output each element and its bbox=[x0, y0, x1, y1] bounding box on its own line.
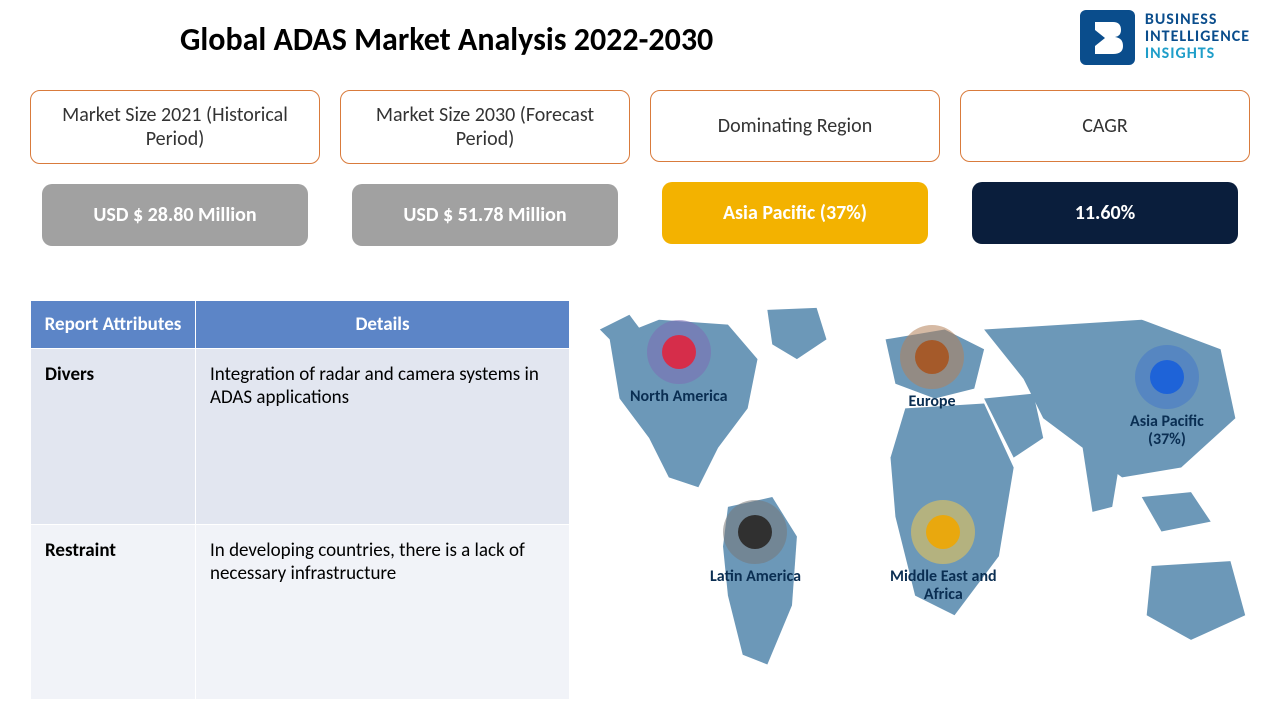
region-label: Latin America bbox=[710, 568, 801, 586]
region-label: Europe bbox=[908, 393, 955, 411]
metric-col-0: Market Size 2021 (Historical Period) USD… bbox=[30, 90, 320, 246]
region-marker-europe: Europe bbox=[900, 325, 964, 411]
table-header-detail: Details bbox=[196, 301, 570, 349]
logo-text: BUSINESS INTELLIGENCE INSIGHTS bbox=[1145, 12, 1250, 62]
brand-logo: BUSINESS INTELLIGENCE INSIGHTS bbox=[1080, 10, 1250, 65]
metric-col-3: CAGR 11.60% bbox=[960, 90, 1250, 246]
region-circle-icon bbox=[911, 500, 975, 564]
world-map: North America Europe Asia Pacific (37%) … bbox=[590, 300, 1260, 700]
region-marker-middle-east-and-africa: Middle East and Africa bbox=[890, 500, 997, 605]
page-title: Global ADAS Market Analysis 2022-2030 bbox=[180, 20, 713, 59]
metric-label-2: Dominating Region bbox=[650, 90, 940, 162]
metric-value-3: 11.60% bbox=[972, 182, 1239, 244]
region-label: Middle East and Africa bbox=[890, 568, 997, 605]
logo-mark-icon bbox=[1080, 10, 1135, 65]
metric-label-3: CAGR bbox=[960, 90, 1250, 162]
table-cell-detail: In developing countries, there is a lack… bbox=[196, 524, 570, 700]
metric-value-0: USD $ 28.80 Million bbox=[42, 184, 309, 246]
metric-value-2: Asia Pacific (37%) bbox=[662, 182, 929, 244]
table-cell-attr: Restraint bbox=[31, 524, 196, 700]
lower-section: Report Attributes Details Divers Integra… bbox=[30, 300, 1260, 700]
table-cell-attr: Divers bbox=[31, 349, 196, 525]
metrics-row: Market Size 2021 (Historical Period) USD… bbox=[30, 90, 1250, 246]
report-attributes-table: Report Attributes Details Divers Integra… bbox=[30, 300, 570, 700]
region-label: North America bbox=[630, 388, 727, 406]
region-circle-icon bbox=[723, 500, 787, 564]
metric-col-1: Market Size 2030 (Forecast Period) USD $… bbox=[340, 90, 630, 246]
table-row: Restraint In developing countries, there… bbox=[31, 524, 570, 700]
region-marker-latin-america: Latin America bbox=[710, 500, 801, 586]
region-marker-north-america: North America bbox=[630, 320, 727, 406]
metric-value-1: USD $ 51.78 Million bbox=[352, 184, 619, 246]
logo-line3: INSIGHTS bbox=[1145, 46, 1250, 63]
metric-label-1: Market Size 2030 (Forecast Period) bbox=[340, 90, 630, 164]
table-row: Divers Integration of radar and camera s… bbox=[31, 349, 570, 525]
metric-col-2: Dominating Region Asia Pacific (37%) bbox=[650, 90, 940, 246]
metric-label-0: Market Size 2021 (Historical Period) bbox=[30, 90, 320, 164]
table-cell-detail: Integration of radar and camera systems … bbox=[196, 349, 570, 525]
table-header-attr: Report Attributes bbox=[31, 301, 196, 349]
region-circle-icon bbox=[1135, 345, 1199, 409]
region-label: Asia Pacific (37%) bbox=[1130, 413, 1204, 450]
region-marker-asia-pacific: Asia Pacific (37%) bbox=[1130, 345, 1204, 450]
region-circle-icon bbox=[647, 320, 711, 384]
region-circle-icon bbox=[900, 325, 964, 389]
